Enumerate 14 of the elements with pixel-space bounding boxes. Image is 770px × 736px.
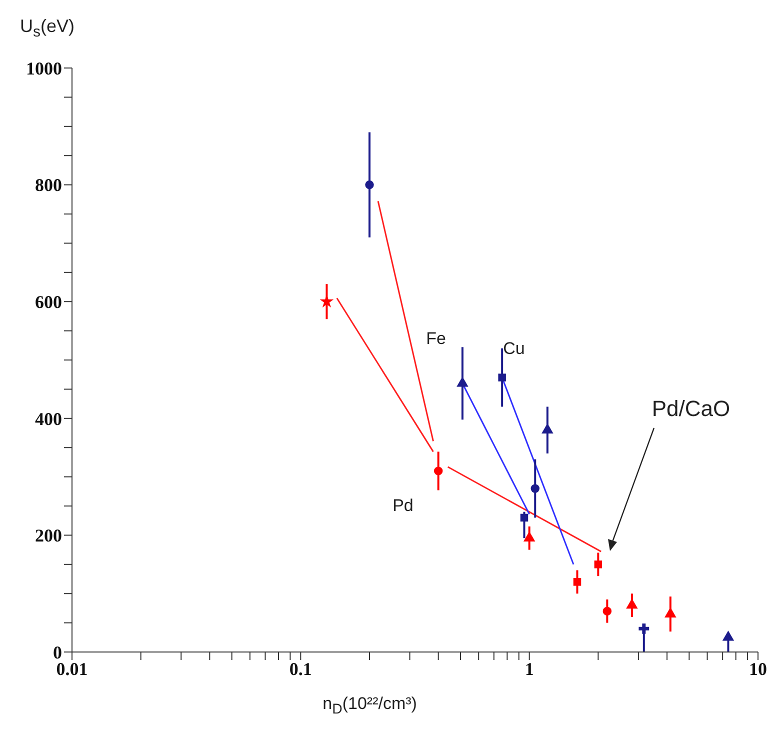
- x-tick-label: 10: [749, 658, 767, 679]
- annotation: Fe: [426, 329, 446, 348]
- annotation: Cu: [503, 339, 525, 358]
- x-axis-title: n$_{D}$(10²²/cm³): [322, 694, 417, 718]
- y-tick-label: 200: [35, 526, 62, 546]
- y-axis-title: U$_{s}$(eV): [20, 16, 75, 41]
- annotation: Pd/CaO: [652, 396, 730, 421]
- annotation: Pd: [392, 496, 414, 515]
- x-tick-label: 1: [524, 658, 534, 679]
- y-tick-label: 1000: [26, 58, 62, 78]
- x-tick-label: 0.1: [289, 658, 312, 679]
- y-tick-label: 400: [35, 408, 62, 429]
- y-tick-label: 800: [35, 175, 62, 196]
- y-tick-label: 600: [35, 292, 62, 312]
